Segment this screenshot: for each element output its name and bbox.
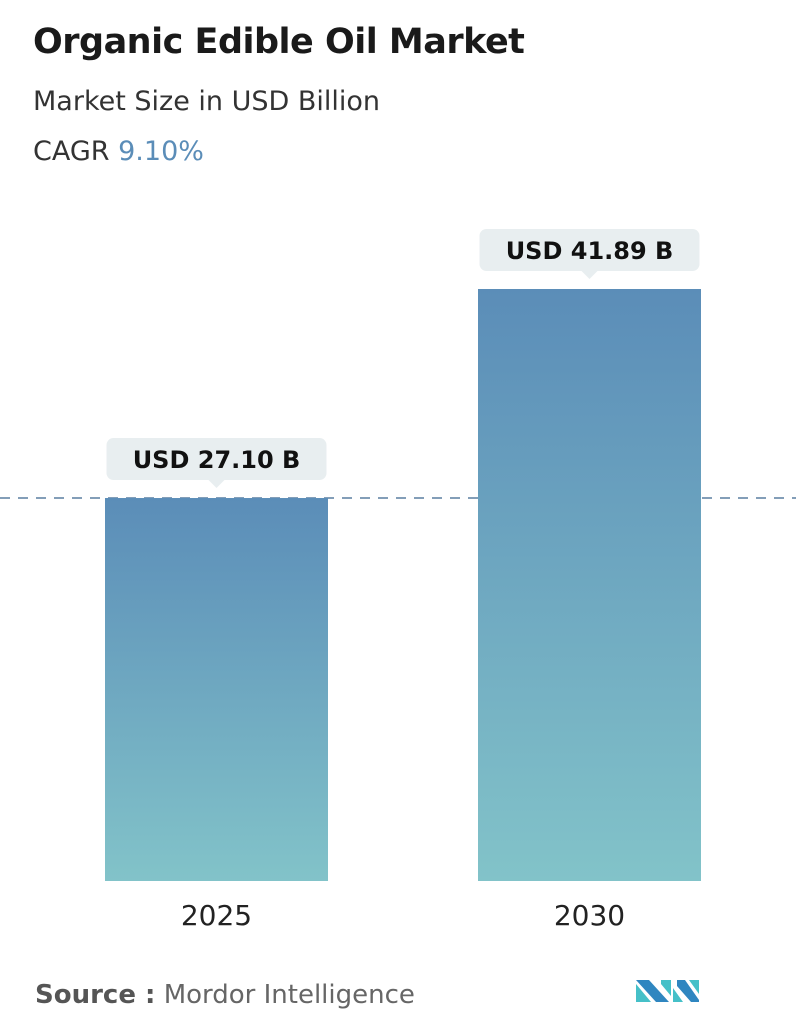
data-label-bubble — [106, 438, 327, 481]
x-tick-label: 2025 — [181, 899, 252, 932]
chart-title: Organic Edible Oil Market — [33, 22, 525, 62]
data-label-pointer — [581, 271, 598, 279]
bar-2030 — [478, 289, 701, 881]
bar-chart: USD 27.10 B 2025 USD 41.89 B 2030 — [0, 229, 796, 932]
source-label: Source : — [35, 980, 156, 1010]
data-label-pointer — [208, 480, 225, 489]
source-value: Mordor Intelligence — [163, 980, 415, 1010]
cagr-label: CAGR — [33, 136, 110, 167]
cagr-value: 9.10% — [118, 136, 204, 167]
mordor-logo-icon — [636, 980, 699, 1002]
bar-2025 — [105, 498, 328, 881]
cagr: CAGR 9.10% — [33, 136, 204, 167]
data-label-bubble — [479, 229, 700, 271]
data-label: USD 41.89 B — [506, 237, 674, 265]
source: Source : Mordor Intelligence — [35, 980, 415, 1010]
x-tick-label: 2030 — [554, 899, 625, 932]
chart-subtitle: Market Size in USD Billion — [33, 86, 381, 117]
data-label: USD 27.10 B — [133, 446, 301, 474]
